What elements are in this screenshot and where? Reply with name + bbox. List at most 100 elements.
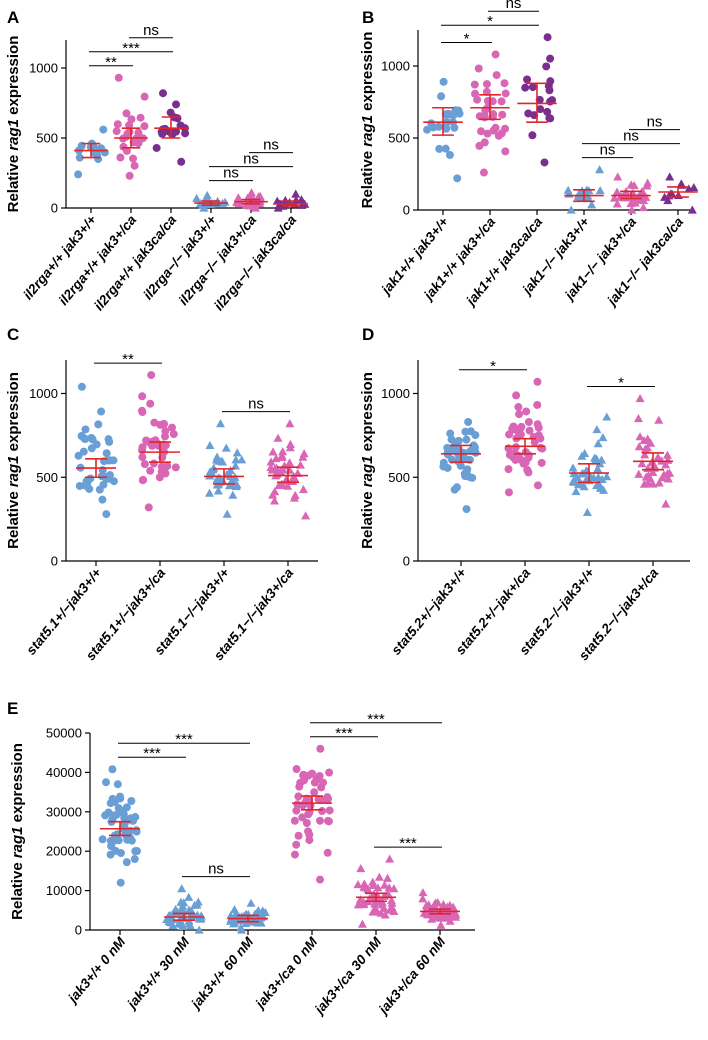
significance-label: *** — [367, 711, 385, 728]
data-point — [543, 107, 552, 116]
series-5 — [658, 172, 699, 214]
data-point — [160, 420, 169, 429]
y-tick-label: 10000 — [46, 883, 82, 898]
x-tick-label: jak3+/ca 30 nM — [310, 934, 384, 1018]
series-0 — [423, 77, 464, 183]
data-point — [130, 855, 139, 864]
data-point — [277, 451, 287, 460]
data-point — [479, 168, 488, 177]
data-point — [629, 181, 639, 190]
data-point — [566, 205, 576, 214]
data-point — [100, 148, 109, 157]
data-point — [389, 884, 399, 893]
data-point — [102, 449, 111, 458]
data-point — [217, 456, 227, 465]
data-point — [480, 111, 489, 120]
data-point — [295, 782, 304, 791]
data-point — [167, 423, 176, 432]
data-point — [231, 455, 241, 464]
data-point — [528, 131, 537, 140]
data-point — [466, 446, 475, 455]
y-tick-label: 0 — [51, 201, 58, 216]
series-2 — [152, 89, 190, 166]
data-point — [325, 806, 334, 815]
data-point — [436, 913, 446, 922]
data-point — [359, 880, 369, 889]
data-point — [172, 100, 181, 109]
data-point — [639, 435, 649, 445]
data-point — [113, 120, 122, 129]
data-point — [112, 127, 121, 136]
data-point — [120, 814, 129, 823]
data-point — [82, 477, 91, 486]
significance-label: *** — [399, 835, 417, 852]
data-point — [422, 903, 432, 912]
x-tick-label: jak3+/+ 60 nM — [187, 934, 257, 1013]
data-point — [665, 172, 675, 181]
data-point — [471, 89, 480, 98]
data-point — [292, 840, 301, 849]
data-point — [169, 430, 178, 439]
data-point — [213, 486, 223, 495]
data-point — [304, 771, 313, 780]
y-tick-label: 0 — [403, 554, 410, 569]
significance-label: *** — [175, 731, 193, 748]
data-point — [129, 154, 138, 163]
data-point — [232, 448, 242, 457]
data-point — [626, 198, 636, 208]
y-axis-label-suffix: expression — [359, 372, 376, 455]
data-point — [582, 507, 592, 517]
data-point — [533, 400, 542, 409]
data-point — [471, 431, 480, 440]
significance-label: *** — [143, 745, 161, 762]
x-tick-label: jak3+/ca 60 nM — [374, 934, 448, 1018]
data-point — [598, 432, 608, 442]
significance-label: ns — [223, 165, 239, 182]
data-point — [79, 447, 88, 456]
data-point — [663, 474, 673, 483]
series-1 — [112, 73, 149, 180]
significance-label: ns — [263, 137, 279, 154]
data-point — [444, 109, 453, 118]
data-point — [138, 408, 147, 417]
y-tick-label: 500 — [36, 470, 58, 485]
data-point — [94, 420, 103, 429]
data-point — [102, 778, 111, 787]
data-point — [563, 185, 573, 194]
data-point — [315, 816, 324, 825]
data-point — [637, 459, 647, 468]
data-point — [171, 463, 180, 472]
data-point — [272, 467, 282, 476]
significance-label: ns — [248, 396, 264, 413]
data-point — [80, 434, 89, 443]
data-point — [446, 429, 455, 438]
data-point — [126, 814, 135, 823]
series-1 — [138, 371, 180, 512]
data-point — [127, 115, 136, 124]
data-point — [546, 97, 555, 106]
data-point — [298, 813, 307, 822]
data-point — [168, 921, 178, 930]
data-point — [373, 883, 383, 892]
panel-letter: B — [362, 8, 374, 27]
series-3 — [266, 419, 311, 520]
significance-label: * — [487, 13, 493, 30]
data-point — [246, 898, 256, 907]
significance-label: ns — [600, 142, 616, 159]
data-point — [500, 79, 509, 88]
data-point — [445, 150, 454, 159]
y-axis-label: Relative rag1 expression — [359, 372, 376, 549]
data-point — [278, 447, 288, 456]
data-point — [491, 50, 500, 59]
data-point — [597, 474, 607, 483]
data-point — [122, 109, 131, 118]
data-point — [184, 905, 194, 914]
series-3 — [563, 165, 605, 214]
data-point — [192, 193, 202, 203]
series-1 — [504, 377, 547, 497]
data-point — [98, 495, 107, 504]
data-point — [525, 426, 534, 435]
data-point — [514, 428, 523, 437]
data-point — [75, 153, 84, 162]
